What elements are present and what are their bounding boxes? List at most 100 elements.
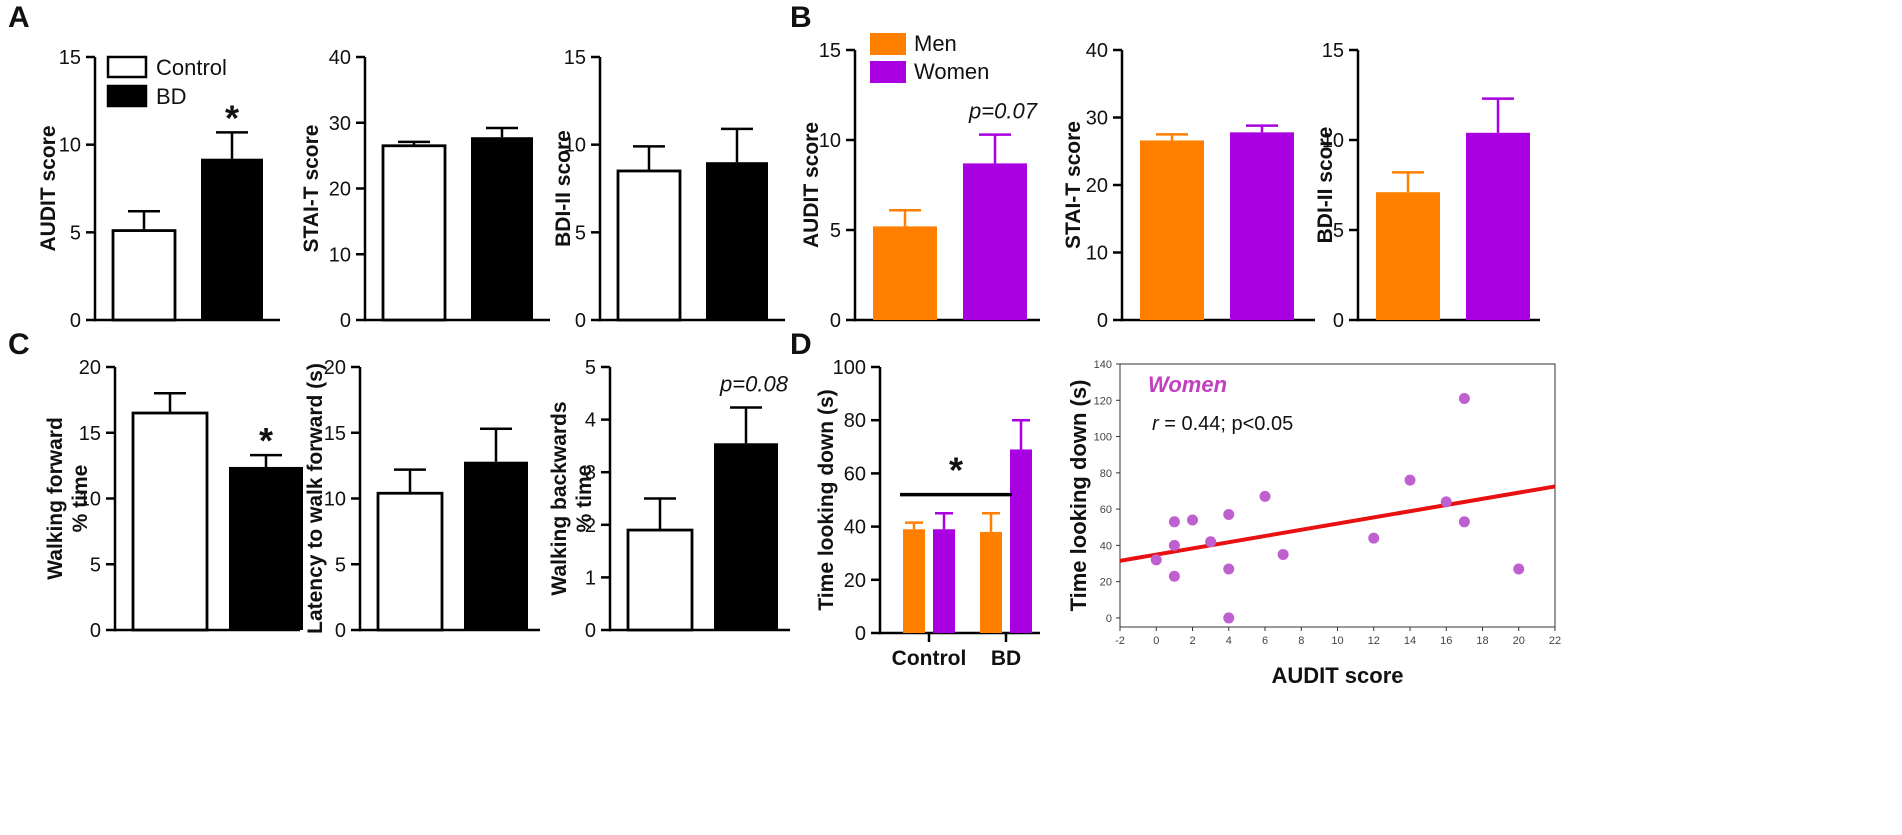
- significance-star: *: [949, 450, 963, 491]
- y-tick-label: 15: [59, 47, 81, 69]
- y-axis-label: BDI-II score: [552, 130, 575, 247]
- y-tick-label: 10: [564, 135, 586, 157]
- y-tick-label: 20: [329, 179, 351, 201]
- bar: [201, 158, 263, 320]
- panel-label-c: C: [8, 328, 30, 361]
- bar: [980, 531, 1002, 633]
- y-tick-label: 5: [575, 222, 586, 244]
- legend-swatch-men: [870, 33, 906, 55]
- bar: [111, 229, 177, 322]
- scatter-point: [1168, 516, 1180, 528]
- y-tick-label: 40: [1100, 540, 1112, 552]
- y-tick-label: 20: [1086, 175, 1108, 197]
- y-tick-label: 5: [585, 357, 596, 379]
- legend-swatch-women: [870, 61, 906, 83]
- scatter-point: [1277, 548, 1289, 560]
- legend-label-bd: BD: [156, 84, 187, 109]
- bar: [626, 528, 694, 632]
- bar: [381, 144, 447, 322]
- y-tick-label: 15: [79, 423, 101, 445]
- scatter-point: [1458, 516, 1470, 528]
- x-tick-label: 12: [1368, 635, 1380, 647]
- bar: [706, 162, 768, 320]
- x-axis-label: AUDIT score: [1271, 663, 1403, 688]
- y-tick-label: 20: [324, 357, 346, 379]
- scatter-point: [1223, 509, 1235, 521]
- y-axis-label: Walking forward: [44, 417, 67, 580]
- x-tick-label: 14: [1404, 635, 1416, 647]
- x-tick-label: 0: [1153, 635, 1159, 647]
- y-axis-label: STAI-T score: [300, 125, 323, 253]
- legend-control-bd: Control BD: [106, 55, 227, 109]
- chart-a-bdi: 0 5 10 15 BDI-II score: [552, 47, 785, 332]
- bar: [903, 529, 925, 633]
- y-axis-label: % time: [573, 465, 596, 533]
- scatter-point: [1368, 532, 1380, 544]
- correlation-annotation: r = 0.44; p<0.05: [1152, 413, 1293, 435]
- bar: [1140, 140, 1204, 320]
- bar: [229, 466, 303, 630]
- scatter-point: [1150, 554, 1162, 566]
- chart-d-time-looking-down: 0 20 40 60 80 100 Time looking down (s) Control…: [815, 357, 1040, 670]
- x-tick-label: BD: [991, 647, 1021, 670]
- bar: [1466, 132, 1530, 320]
- bar: [1376, 192, 1440, 320]
- chart-a-stai: 0 10 20 30 40 STAI-T score: [300, 47, 550, 332]
- y-tick-label: 20: [79, 357, 101, 379]
- y-tick-label: 10: [324, 489, 346, 511]
- scatter-point: [1168, 570, 1180, 582]
- scatter-point: [1205, 536, 1217, 548]
- scatter-point: [1223, 612, 1235, 624]
- significance-star: *: [225, 97, 239, 138]
- chart-b-audit: 0 5 10 15 AUDIT score p=0.07: [800, 40, 1040, 332]
- y-tick-label: 10: [79, 489, 101, 511]
- y-tick-label: 15: [564, 47, 586, 69]
- y-axis-label: AUDIT score: [37, 125, 60, 251]
- y-tick-label: 1: [585, 567, 596, 589]
- y-tick-label: 80: [1100, 468, 1112, 480]
- y-tick-label: 15: [1322, 40, 1344, 62]
- y-axis-label: % time: [69, 465, 92, 533]
- y-tick-label: 120: [1094, 395, 1112, 407]
- scatter-point: [1168, 539, 1180, 551]
- bar: [933, 529, 955, 633]
- y-tick-label: 15: [819, 40, 841, 62]
- y-tick-label: 40: [1086, 40, 1108, 62]
- legend-label-control: Control: [156, 55, 227, 80]
- panel-label-b: B: [790, 1, 812, 34]
- legend-label-men: Men: [914, 31, 957, 56]
- chart-a-audit: 0 5 10 15 AUDIT score *: [37, 47, 280, 332]
- y-tick-label: 5: [830, 220, 841, 242]
- y-tick-label: 40: [329, 47, 351, 69]
- y-tick-label: 10: [1322, 130, 1344, 152]
- y-tick-label: 100: [833, 357, 866, 379]
- legend-men-women: Men Women: [870, 31, 989, 84]
- y-tick-label: 0: [1333, 310, 1344, 332]
- scatter-point: [1187, 514, 1198, 526]
- x-tick-label: 8: [1298, 635, 1304, 647]
- y-axis-label: Latency to walk forward (s): [304, 363, 327, 634]
- y-tick-label: 3: [585, 462, 596, 484]
- y-tick-label: 60: [844, 463, 866, 485]
- x-tick-label: 4: [1226, 635, 1232, 647]
- scatter-point: [1223, 563, 1235, 575]
- legend-swatch-control: [106, 55, 148, 79]
- bar: [873, 226, 937, 320]
- x-tick-label: 20: [1513, 635, 1525, 647]
- correlation-r-symbol: r: [1152, 413, 1160, 435]
- scatter-title: Women: [1148, 372, 1227, 397]
- y-tick-label: 0: [335, 620, 346, 642]
- y-axis-label: BDI-II score: [1314, 127, 1337, 244]
- y-axis-label: STAI-T score: [1062, 121, 1085, 249]
- plot-frame: [1119, 363, 1556, 628]
- y-axis-label: AUDIT score: [800, 122, 823, 248]
- correlation-value: = 0.44; p<0.05: [1159, 413, 1294, 435]
- scatter-point: [1440, 496, 1452, 508]
- y-tick-label: 0: [585, 620, 596, 642]
- p-value-annotation: p=0.08: [719, 372, 789, 397]
- y-tick-label: 20: [844, 570, 866, 592]
- y-tick-label: 0: [90, 620, 101, 642]
- significance-star: *: [259, 420, 273, 461]
- y-axis-label: Time looking down (s): [815, 389, 838, 610]
- y-tick-label: 80: [844, 410, 866, 432]
